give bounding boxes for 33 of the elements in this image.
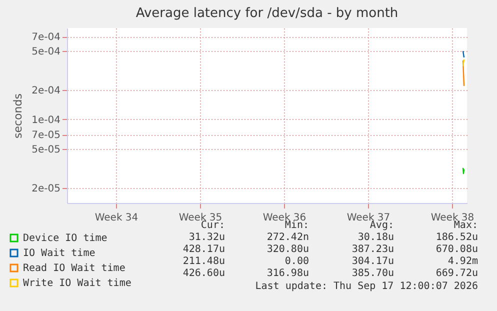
legend-label: Device IO time (23, 233, 108, 244)
y-axis-title: seconds (12, 93, 25, 138)
text: Avg: (370, 220, 394, 231)
legend-label: Read IO Wait time (23, 263, 126, 274)
text: 272.42n (266, 232, 309, 243)
y-tick-label: 7e-04 (32, 32, 60, 44)
text: 0.00 (284, 256, 309, 267)
y-tick-label: 1e-04 (32, 114, 60, 126)
text: 31.32u (188, 232, 225, 243)
text: 428.17u (182, 244, 225, 255)
legend-label: Write IO Wait time (23, 278, 132, 289)
text: 669.72u (436, 268, 478, 279)
y-tick-label: 2e-05 (32, 183, 60, 194)
text: 30.18u (358, 232, 394, 243)
legend-label: IO Wait time (23, 248, 96, 259)
text: 4.92m (448, 256, 478, 267)
text: 211.48u (182, 256, 225, 267)
y-tick-label: 5e-04 (32, 46, 60, 58)
text: Cur: (200, 220, 225, 231)
y-tick-label: 2e-04 (32, 85, 60, 96)
text: 304.17u (352, 256, 394, 267)
text: 670.08u (436, 244, 478, 255)
text: 426.60u (182, 268, 225, 279)
text: 387.23u (352, 244, 394, 255)
text: 316.98u (266, 268, 309, 279)
y-tick-label: 5e-05 (32, 144, 60, 156)
text: 385.70u (352, 268, 394, 279)
y-tick-label: 7e-05 (32, 130, 60, 142)
chart-title: Average latency for /dev/sda - by month (136, 6, 398, 21)
x-tick-label: Week 34 (94, 212, 138, 224)
text: Last update: Thu Sep 17 12:00:07 2026 (255, 281, 478, 292)
text: 320.80u (266, 244, 309, 255)
text: 186.52u (436, 232, 478, 243)
